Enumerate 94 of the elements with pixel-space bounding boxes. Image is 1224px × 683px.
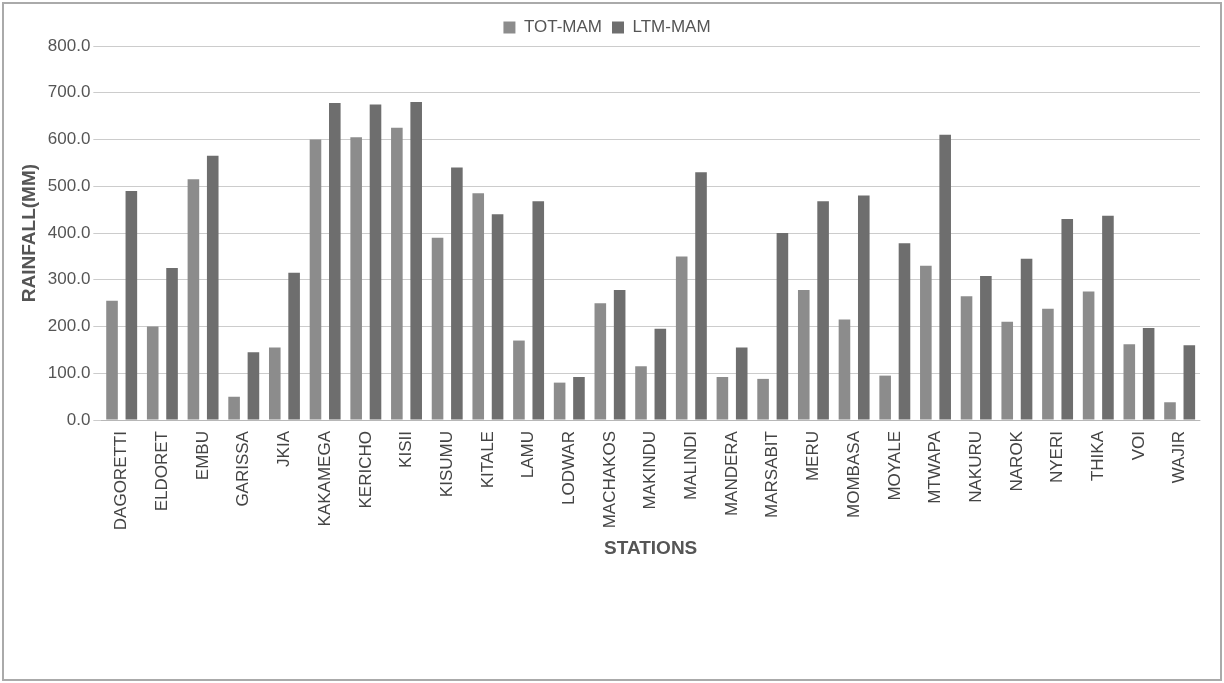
bar xyxy=(920,265,932,420)
bar xyxy=(491,214,504,420)
x-tick-label: DAGORETTI xyxy=(111,431,131,531)
bar xyxy=(553,382,566,420)
bar xyxy=(369,104,382,420)
y-tick-label: 0.0 xyxy=(66,409,91,429)
bar xyxy=(857,195,870,420)
bar xyxy=(410,102,422,420)
x-tick-label: MERU xyxy=(803,431,823,482)
bar xyxy=(1082,291,1095,420)
bar xyxy=(1123,344,1136,420)
x-tick-label: MALINDI xyxy=(681,431,701,500)
x-tick-label: JKIA xyxy=(274,430,294,467)
y-tick-label: 700.0 xyxy=(47,82,91,102)
x-tick-label: MAKINDU xyxy=(640,431,660,510)
bar xyxy=(573,377,585,420)
x-tick-label: VOI xyxy=(1128,431,1148,461)
x-tick-label: NAKURU xyxy=(965,431,985,503)
x-tick-label: MOMBASA xyxy=(843,430,863,518)
bar xyxy=(735,347,748,420)
x-tick-label: EMBU xyxy=(192,431,212,481)
y-tick-label: 200.0 xyxy=(47,316,91,336)
bar xyxy=(532,201,545,420)
bar xyxy=(898,243,911,420)
bar xyxy=(939,134,951,420)
x-tick-label: KISII xyxy=(396,431,416,468)
y-tick-label: 100.0 xyxy=(47,362,91,382)
bar xyxy=(1001,321,1014,420)
y-tick-label: 400.0 xyxy=(47,222,91,242)
bar xyxy=(797,290,810,420)
bar xyxy=(309,139,322,420)
bar xyxy=(431,237,444,420)
x-tick-label: GARISSA xyxy=(233,430,253,507)
bar xyxy=(329,103,341,420)
x-tick-label: LAMU xyxy=(518,431,538,479)
bar xyxy=(960,296,973,420)
x-tick-label: KAKAMEGA xyxy=(314,430,334,527)
x-tick-label: NYERI xyxy=(1047,431,1067,483)
bar xyxy=(776,233,789,420)
x-tick-label: MARSABIT xyxy=(762,431,782,518)
y-tick-label: 500.0 xyxy=(47,175,91,195)
bar xyxy=(654,328,667,420)
bar xyxy=(350,137,362,420)
bar xyxy=(1020,258,1033,420)
x-tick-label: KITALE xyxy=(477,431,497,489)
bar xyxy=(757,378,769,420)
x-tick-label: WAJIR xyxy=(1169,431,1189,484)
bar xyxy=(106,300,118,420)
bar xyxy=(675,256,688,420)
bar xyxy=(838,319,851,420)
bar xyxy=(228,396,240,420)
x-tick-label: KERICHO xyxy=(355,431,375,509)
bar xyxy=(187,179,200,420)
bar xyxy=(613,290,626,420)
bar xyxy=(206,155,219,420)
bar xyxy=(1042,308,1054,420)
bar xyxy=(716,377,729,420)
bar xyxy=(695,172,707,420)
x-axis-title: STATIONS xyxy=(604,536,698,558)
bar xyxy=(125,190,138,420)
y-tick-label: 800.0 xyxy=(47,35,91,55)
bar xyxy=(1164,402,1176,420)
bar xyxy=(513,340,525,420)
x-tick-label: LODWAR xyxy=(558,431,578,506)
legend-label: LTM-MAM xyxy=(632,17,711,37)
x-tick-label: THIKA xyxy=(1087,430,1107,482)
bar xyxy=(1142,327,1155,420)
y-axis-title: RAINFALL(MM) xyxy=(17,163,39,303)
x-tick-label: NAROK xyxy=(1006,430,1026,492)
x-tick-label: KISUMU xyxy=(436,431,456,498)
x-tick-label: MACHAKOS xyxy=(599,431,619,529)
bar xyxy=(1183,345,1196,420)
bar xyxy=(451,167,463,420)
x-tick-label: MANDERA xyxy=(721,430,741,517)
bar xyxy=(146,326,159,420)
y-tick-label: 300.0 xyxy=(47,269,91,289)
bar xyxy=(268,347,281,420)
bar xyxy=(594,303,607,420)
bar xyxy=(879,375,891,420)
bar xyxy=(472,193,485,420)
bar xyxy=(247,352,260,420)
bar xyxy=(1102,215,1114,420)
bar xyxy=(1061,218,1074,420)
bar xyxy=(635,366,647,420)
bar xyxy=(980,276,992,420)
bar xyxy=(288,272,300,420)
legend-label: TOT-MAM xyxy=(523,17,603,37)
y-tick-label: 600.0 xyxy=(47,129,91,149)
bar xyxy=(166,268,178,420)
x-tick-label: MTWAPA xyxy=(925,430,945,504)
bar xyxy=(817,201,829,420)
x-tick-label: MOYALE xyxy=(884,431,904,501)
bar xyxy=(391,127,403,420)
x-tick-label: ELDORET xyxy=(152,431,172,512)
